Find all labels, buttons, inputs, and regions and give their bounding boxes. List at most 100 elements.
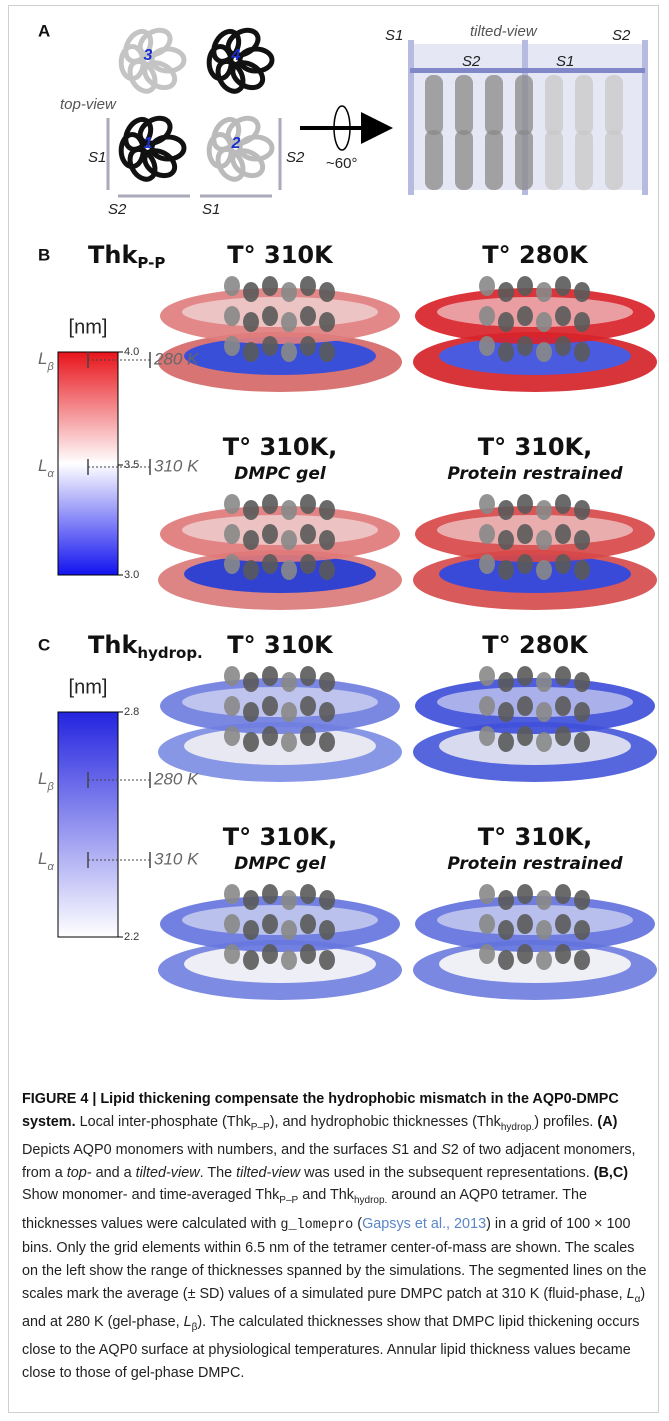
protein-helix xyxy=(536,890,552,910)
protein-helix xyxy=(498,500,514,520)
protein-helix xyxy=(536,920,552,940)
caption-sub: hydrop. xyxy=(501,1121,534,1132)
caption-italic: L xyxy=(627,1286,635,1302)
protein-helix xyxy=(517,336,533,356)
protein-helix xyxy=(300,494,316,514)
caption-sub: hydrop. xyxy=(354,1195,387,1206)
helix xyxy=(425,130,443,190)
protein-helix xyxy=(498,282,514,302)
protein-helix xyxy=(479,276,495,296)
protein-helix xyxy=(479,914,495,934)
protein-helix xyxy=(300,884,316,904)
protein-helix xyxy=(243,920,259,940)
protein-helix xyxy=(536,312,552,332)
protein-helix xyxy=(224,276,240,296)
figure-panels: A 1234 top-view S1 S2 S2 S1 ~60° S1 tilt… xyxy=(0,0,669,1070)
phase-symbol-sub: α xyxy=(47,861,54,873)
membrane-render xyxy=(158,276,402,392)
protein-helix xyxy=(262,944,278,964)
protein-helix xyxy=(555,884,571,904)
protein-helix xyxy=(555,944,571,964)
protein-helix xyxy=(574,702,590,722)
caption-plain: and a xyxy=(92,1165,136,1181)
protein-helix xyxy=(243,672,259,692)
membrane-render xyxy=(413,494,657,610)
protein-helix xyxy=(243,500,259,520)
panel-title-main: Thk xyxy=(88,631,138,659)
protein-helix xyxy=(517,306,533,326)
protein-helix xyxy=(517,914,533,934)
protein-helix xyxy=(281,500,297,520)
protein-helix xyxy=(517,524,533,544)
view-subtitle: Protein restrained xyxy=(447,464,623,484)
protein-helix xyxy=(300,726,316,746)
protein-helix xyxy=(300,306,316,326)
protein-helix xyxy=(498,950,514,970)
protein-helix xyxy=(224,494,240,514)
tilted-view-structure xyxy=(408,40,648,195)
phase-symbol-main: L xyxy=(38,849,47,868)
view-title: T° 310K xyxy=(227,631,334,659)
protein-helix xyxy=(574,312,590,332)
caption-plain: ) profiles. xyxy=(534,1114,597,1130)
caption-link[interactable]: Gapsys et al., 2013 xyxy=(362,1216,486,1232)
protein-helix xyxy=(479,554,495,574)
surface-label: S1 xyxy=(385,27,403,44)
protein-helix xyxy=(243,312,259,332)
upper-core xyxy=(437,905,633,935)
panel-title-main: Thk xyxy=(88,241,138,269)
caption-plain: ), and hydrophobic thicknesses (Thk xyxy=(270,1114,501,1130)
caption-plain: was used in the subsequent representatio… xyxy=(300,1165,594,1181)
protein-helix xyxy=(498,920,514,940)
protein-helix xyxy=(536,702,552,722)
view-title: T° 310K, xyxy=(478,433,593,461)
protein-helix xyxy=(262,524,278,544)
protein-helix xyxy=(281,530,297,550)
panel-title-sub: P-P xyxy=(137,254,165,272)
monomer-number: 2 xyxy=(231,135,241,152)
protein-helix xyxy=(574,732,590,752)
protein-helix xyxy=(224,726,240,746)
helix xyxy=(485,130,503,190)
protein-helix xyxy=(574,342,590,362)
caption-plain: Local inter-phosphate (Thk xyxy=(76,1114,251,1130)
protein-helix xyxy=(300,666,316,686)
view-title: T° 280K xyxy=(482,631,589,659)
phase-symbol-sub: β xyxy=(46,781,54,793)
surface-label: S1 xyxy=(202,201,220,218)
panel-label: C xyxy=(38,635,50,654)
caption-plain: 1 and xyxy=(401,1142,441,1158)
protein-helix xyxy=(479,306,495,326)
panel-title: Thkhydrop. xyxy=(88,631,203,662)
caption-bold: (B,C) xyxy=(594,1165,628,1181)
caption-plain: ( xyxy=(353,1216,362,1232)
surface-label: S1 xyxy=(556,53,574,70)
protein-helix xyxy=(281,342,297,362)
protein-helix xyxy=(281,312,297,332)
monomer-number: 3 xyxy=(144,47,153,64)
protein-helix xyxy=(574,500,590,520)
protein-helix xyxy=(479,494,495,514)
protein-helix xyxy=(319,530,335,550)
protein-helix xyxy=(243,950,259,970)
view-title: T° 310K xyxy=(227,241,334,269)
surface-label: S1 xyxy=(88,149,106,166)
protein-helix xyxy=(574,920,590,940)
protein-helix xyxy=(536,732,552,752)
protein-helix xyxy=(574,890,590,910)
upper-core xyxy=(437,687,633,717)
protein-helix xyxy=(224,524,240,544)
scale-tick-label: 2.2 xyxy=(124,931,139,943)
figure-caption: FIGURE 4 | Lipid thickening compensate t… xyxy=(22,1088,650,1385)
protein-helix xyxy=(536,342,552,362)
protein-helix xyxy=(536,282,552,302)
protein-helix xyxy=(479,696,495,716)
color-scale xyxy=(58,712,118,937)
protein-helix xyxy=(243,732,259,752)
panel-title: ThkP-P xyxy=(88,241,165,272)
phase-symbol-sub: β xyxy=(46,361,54,373)
view-subtitle: Protein restrained xyxy=(447,854,623,874)
view-subtitle: DMPC gel xyxy=(234,854,327,874)
protein-helix xyxy=(498,732,514,752)
protein-helix xyxy=(479,524,495,544)
